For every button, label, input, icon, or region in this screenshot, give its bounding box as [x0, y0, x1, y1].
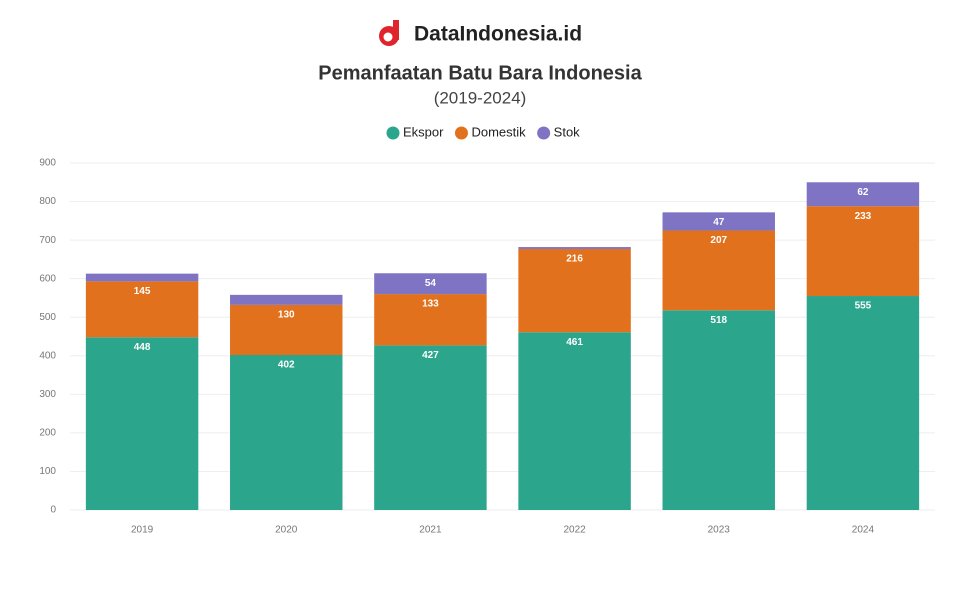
data-label: 133 [422, 299, 439, 310]
data-label: 130 [278, 310, 295, 321]
brand: DataIndonesia.id [414, 23, 582, 46]
data-label: 47 [713, 217, 725, 228]
y-tick-label: 600 [39, 273, 56, 284]
data-label: 427 [422, 350, 439, 361]
bar-segment [374, 273, 487, 295]
data-label: 555 [855, 301, 872, 312]
x-tick-label: 2021 [419, 525, 442, 536]
y-tick-label: 300 [39, 389, 56, 400]
bar-segment [662, 212, 775, 231]
bar-segment [230, 355, 343, 510]
legend-marker [537, 126, 551, 140]
logo [379, 20, 399, 46]
y-tick-label: 400 [39, 350, 56, 361]
y-tick-label: 100 [39, 466, 56, 477]
x-tick-label: 2024 [852, 525, 875, 536]
bar-segment [518, 248, 631, 333]
bar-segment [85, 337, 199, 510]
bar-segment [374, 345, 487, 510]
bar-segment [518, 247, 631, 249]
data-label: 402 [278, 360, 295, 371]
legend-marker [386, 126, 400, 140]
logo-icon [393, 20, 399, 40]
bar-segment [374, 294, 487, 346]
data-label: 233 [855, 211, 872, 222]
logo-icon [383, 32, 393, 42]
legend-label: Ekspor [403, 124, 444, 139]
bar-segment [230, 294, 343, 305]
y-tick-label: 200 [39, 428, 56, 439]
chart-subtitle: (2019-2024) [434, 88, 527, 107]
bar-segment [85, 281, 199, 338]
bar-segment [230, 304, 343, 356]
bar-segment [806, 182, 920, 207]
y-tick-label: 900 [39, 158, 56, 169]
chart-title: Pemanfaatan Batu Bara Indonesia [318, 62, 642, 84]
bar-segment [518, 332, 631, 510]
y-tick-label: 800 [39, 196, 56, 207]
data-label: 448 [134, 342, 151, 353]
legend: Ekspor Domestik Stok [386, 124, 581, 140]
bar-segment [662, 310, 775, 510]
legend-label: Stok [554, 124, 581, 139]
data-label: 207 [710, 235, 727, 246]
legend-marker [454, 126, 468, 140]
data-label: 54 [425, 278, 437, 289]
x-tick-label: 2020 [275, 525, 298, 536]
x-tick-label: 2023 [708, 525, 731, 536]
y-tick-label: 700 [39, 235, 56, 246]
bar-segment [662, 230, 775, 311]
data-label: 216 [566, 254, 583, 265]
bar-segment [806, 296, 920, 510]
x-tick-label: 2022 [563, 525, 586, 536]
y-tick-label: 0 [50, 505, 56, 516]
legend-label: Domestik [471, 124, 526, 139]
data-label: 518 [710, 315, 727, 326]
bar-segment [85, 273, 199, 282]
y-tick-label: 500 [39, 312, 56, 323]
data-label: 145 [134, 286, 151, 297]
data-label: 62 [857, 187, 869, 198]
bar-segment [806, 206, 920, 297]
x-tick-label: 2019 [131, 525, 154, 536]
data-label: 461 [566, 337, 583, 348]
